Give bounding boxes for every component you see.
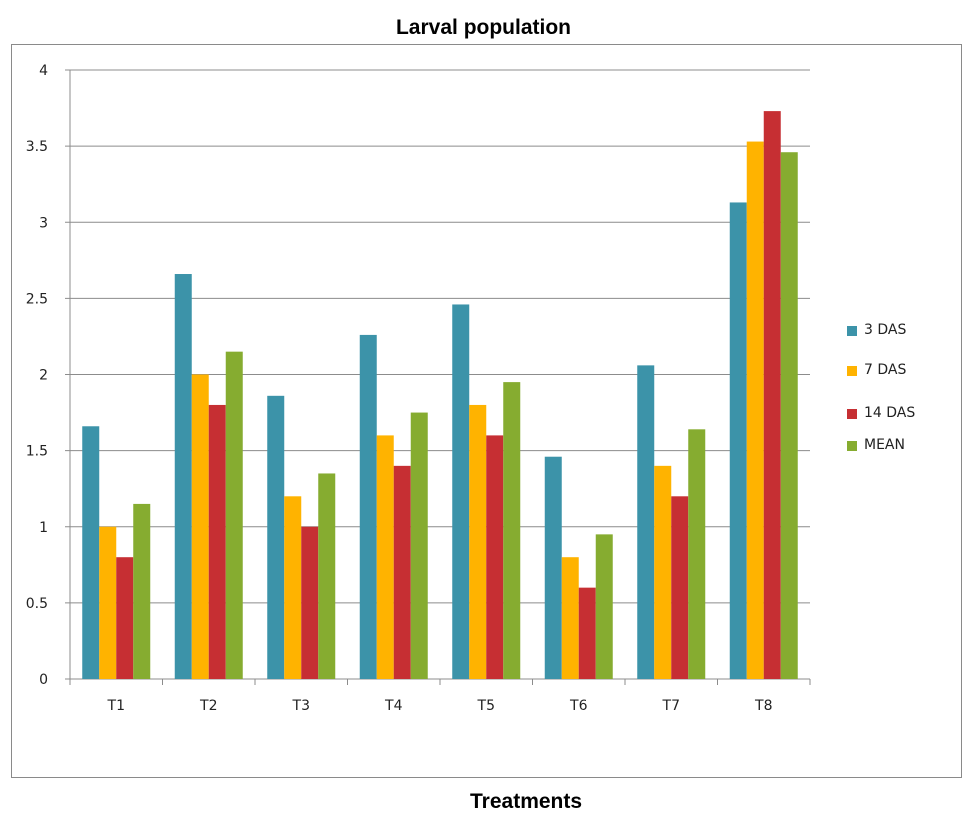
bar-t7-14-das [671,496,689,679]
y-tick-label: 4 [39,63,48,79]
y-tick-label: 0.5 [26,596,48,612]
x-tick-label: T4 [384,698,403,714]
y-tick-label: 3.5 [26,139,48,155]
bar-t1-14-das [116,557,134,679]
x-tick-label: T6 [569,698,588,714]
x-tick-label: T8 [754,698,772,714]
bar-t6-7-das [561,557,579,679]
bar-t2-mean [225,351,243,679]
y-tick-label: 3 [39,215,48,231]
bar-t1-7-das [99,526,117,679]
bar-t6-14-das [578,587,596,679]
legend-swatch [847,409,857,419]
y-tick-label: 0 [39,672,48,688]
x-tick-label: T7 [662,698,680,714]
bar-t8-7-das [746,141,764,679]
x-tick-label: T2 [199,698,217,714]
x-axis-title: Treatments [470,790,583,813]
bar-t3-mean [318,473,336,679]
legend-label: MEAN [864,437,905,453]
legend-label: 3 DAS [864,322,907,338]
bar-t5-mean [503,382,521,679]
bar-t6-3-das [544,456,562,679]
bar-t3-3-das [267,395,285,679]
bar-t5-7-das [469,404,487,679]
bar-t2-3-das [174,274,192,679]
bar-t2-14-das [208,404,226,679]
bar-t6-mean [595,534,613,679]
legend-label: 14 DAS [864,405,916,421]
bar-t3-7-das [284,496,302,679]
bar-t8-mean [780,152,798,680]
legend-swatch [847,441,857,451]
bar-t4-14-das [393,465,411,679]
legend-label: 7 DAS [864,362,907,378]
bar-t4-7-das [376,435,394,679]
bar-t3-14-das [301,526,319,679]
y-tick-label: 1 [39,520,48,536]
legend-swatch [847,366,857,376]
x-tick-label: T5 [477,698,495,714]
legend-swatch [847,326,857,336]
bar-t8-3-das [729,202,747,679]
bar-t5-3-das [452,304,470,679]
bar-t4-mean [410,412,428,679]
bar-t4-3-das [359,334,377,679]
chart-frame [11,44,962,778]
x-tick-label: T3 [292,698,310,714]
bar-t1-3-das [82,426,100,679]
bar-t8-14-das [763,111,781,680]
bar-t7-mean [688,429,706,679]
bar-t7-3-das [637,365,655,679]
bar-t1-mean [133,503,151,679]
chart-title: Larval population [395,16,571,39]
y-tick-label: 2.5 [26,291,48,307]
x-tick-label: T1 [107,698,125,714]
bar-t7-7-das [654,465,672,679]
y-tick-label: 1.5 [26,444,48,460]
bar-t5-14-das [486,435,504,679]
bar-t2-7-das [191,374,209,679]
y-tick-label: 2 [39,368,48,384]
